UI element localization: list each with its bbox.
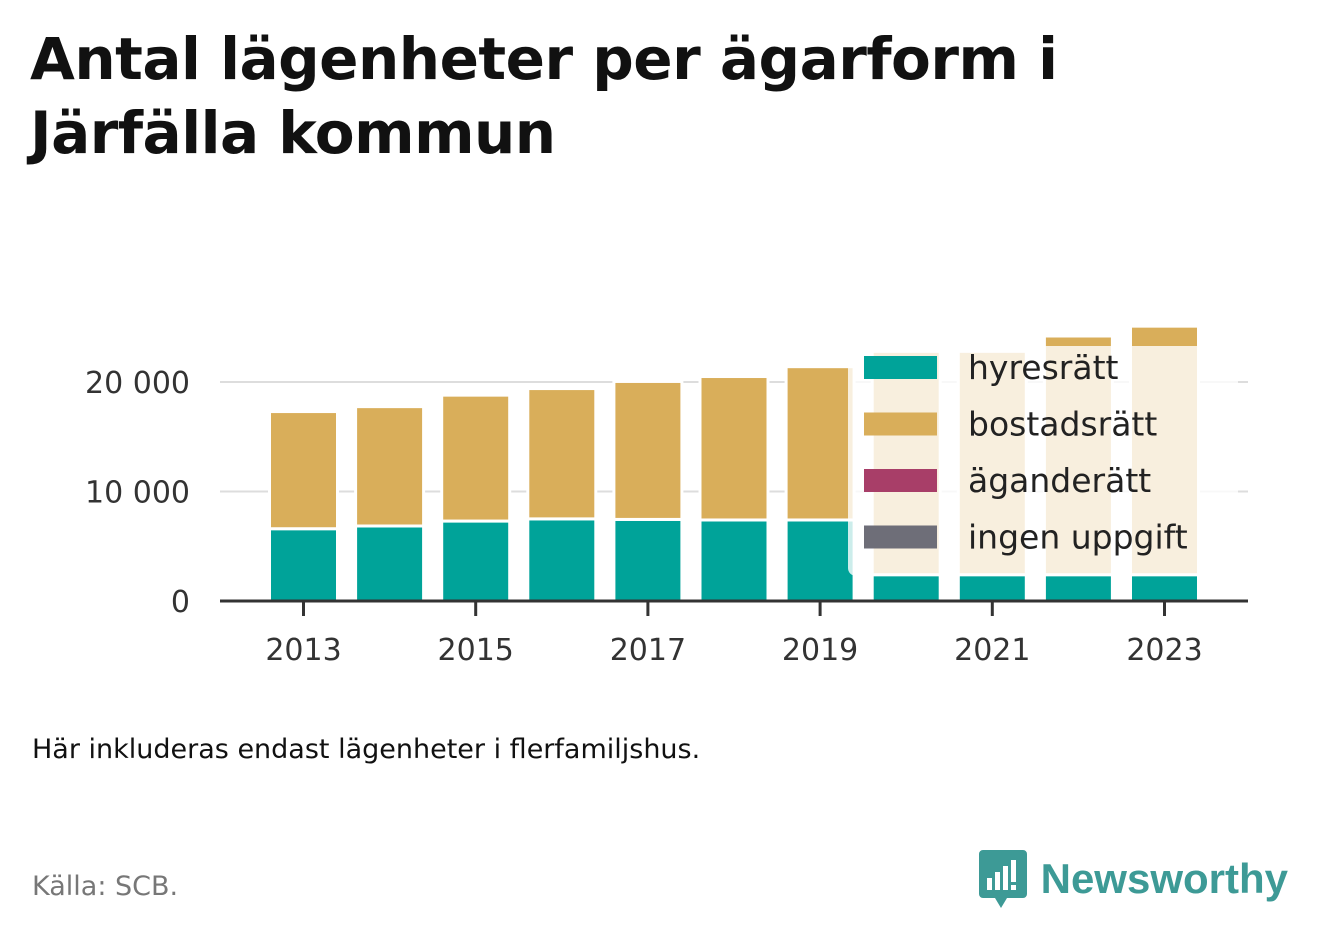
x-tick-label: 2023 [1126,633,1202,668]
x-tick-label: 2015 [438,633,514,668]
bar-2013-0 [268,527,339,603]
bar-2016-1 [526,387,598,521]
legend: hyresrätt bostadsrätt äganderätt ingen uppg… [848,346,1238,576]
x-tick-label: 2013 [265,633,341,668]
bar-2017-1 [612,379,684,521]
legend-swatch-3 [864,525,937,549]
bar-2015-0 [440,519,512,603]
y-tick-label: 10 000 [85,476,190,511]
legend-swatch-2 [864,469,937,492]
bar-2021-0 [956,573,1028,603]
y-tick-label: 0 [171,585,190,620]
x-tick-label: 2021 [954,633,1030,668]
axes: 0 10 000 20 000 2013 2015 2017 2019 2021 2023 [85,366,1248,668]
bar-2017-0 [612,517,684,603]
legend-swatch-0 [864,356,937,379]
logo-text: Newsworthy [1040,855,1288,902]
legend-box [848,346,1238,576]
newsworthy-logo-icon [978,850,1027,908]
bar-2014-1 [354,405,426,528]
legend-swatch-1 [864,412,937,436]
source-text: Källa: SCB. [32,871,179,902]
bar-2018-0 [698,518,770,603]
legend-label-3: ingen uppgift [968,518,1188,557]
y-tick-label: 20 000 [85,366,190,401]
bar-2019-1 [784,365,856,522]
x-tick-label: 2019 [782,633,858,668]
chart-note: Här inkluderas endast lägenheter i flerf… [32,734,701,765]
bar-2016-0 [526,517,598,603]
stacked-bar-chart: 0 10 000 20 000 2013 2015 2017 2019 2021 2023 hy… [85,324,1248,668]
bar-2023-0 [1129,573,1200,603]
bar-2013-1 [268,410,339,531]
bar-2020-0 [870,573,942,603]
bar-2019-0 [784,518,856,603]
bar-2015-1 [440,393,512,523]
chart-title: Antal lägenheter per ägarform i Järfälla… [30,25,1058,167]
legend-label-1: bostadsrätt [968,405,1157,444]
bar-2022-0 [1042,573,1114,603]
legend-label-2: äganderätt [968,461,1151,500]
bar-2018-1 [698,375,770,522]
bar-2014-0 [354,524,426,603]
newsworthy-logo: Newsworthy [977,848,1288,910]
x-tick-label: 2017 [610,633,686,668]
legend-label-0: hyresrätt [968,348,1119,387]
